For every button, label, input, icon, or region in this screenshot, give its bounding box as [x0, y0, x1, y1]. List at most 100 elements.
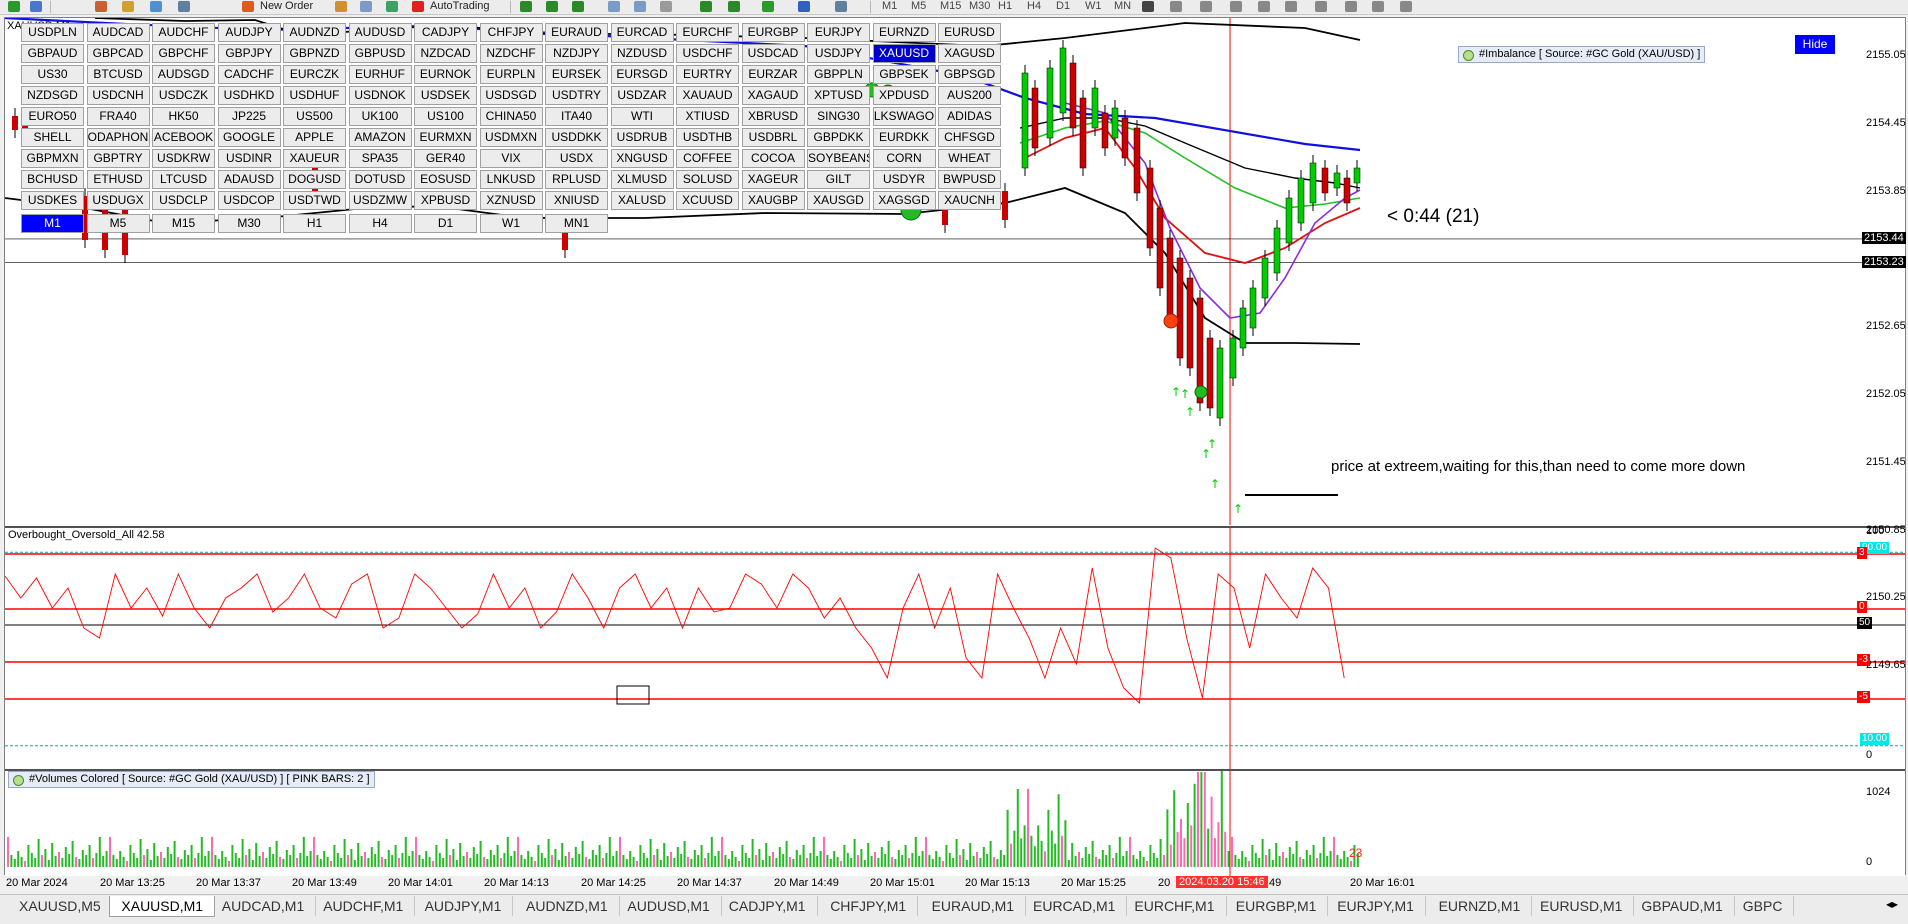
symbol-button-xageur[interactable]: XAGEUR: [741, 170, 805, 189]
symbol-button-xlmusd[interactable]: XLMUSD: [610, 170, 674, 189]
label-tool-icon[interactable]: [1372, 1, 1384, 12]
market-watch-icon[interactable]: [95, 1, 107, 12]
timeframe-button-m15[interactable]: M15: [152, 214, 215, 233]
symbol-button-gbpsek[interactable]: GBPSEK: [872, 65, 936, 84]
symbol-button-gbpaud[interactable]: GBPAUD: [21, 44, 84, 63]
symbol-button-eurnzd[interactable]: EURNZD: [872, 23, 936, 42]
symbol-button-eosusd[interactable]: EOSUSD: [414, 170, 477, 189]
symbol-button-gbpsgd[interactable]: GBPSGD: [938, 65, 1001, 84]
symbol-button-usdsek[interactable]: USDSEK: [414, 86, 477, 105]
symbol-button-bwpusd[interactable]: BWPUSD: [938, 170, 1001, 189]
chart-tab-xauusd-m1[interactable]: XAUUSD,M1: [109, 896, 216, 917]
symbol-button-apple[interactable]: APPLE: [283, 128, 346, 147]
chart-annotation-text[interactable]: price at extreem,waiting for this,than n…: [1331, 458, 1746, 475]
symbol-button-usddkk[interactable]: USDDKK: [545, 128, 608, 147]
navigator-icon[interactable]: [122, 1, 134, 12]
toolbar-timeframe-m30[interactable]: M30: [969, 0, 991, 12]
symbol-button-rplusd[interactable]: RPLUSD: [545, 170, 608, 189]
symbol-button-ger40[interactable]: GER40: [414, 149, 477, 168]
autotrading-button[interactable]: AutoTrading: [430, 0, 490, 12]
symbol-button-nzdchf[interactable]: NZDCHF: [479, 44, 543, 63]
symbol-button-eurgbp[interactable]: EURGBP: [741, 23, 805, 42]
symbol-button-usdbrl[interactable]: USDBRL: [741, 128, 805, 147]
symbol-button-xbrusd[interactable]: XBRUSD: [741, 107, 805, 126]
symbol-button-eurdkk[interactable]: EURDKK: [872, 128, 936, 147]
symbol-button-euraud[interactable]: EURAUD: [545, 23, 608, 42]
timeframe-button-m1[interactable]: M1: [21, 214, 84, 233]
symbol-button-dotusd[interactable]: DOTUSD: [348, 170, 412, 189]
cloud-icon[interactable]: [360, 1, 372, 12]
autotrading-icon[interactable]: [412, 1, 424, 12]
symbol-button-adausd[interactable]: ADAUSD: [217, 170, 281, 189]
symbol-button-eurzar[interactable]: EURZAR: [741, 65, 805, 84]
symbol-button-usdtwd[interactable]: USDTWD: [283, 191, 346, 210]
symbol-button-xagaud[interactable]: XAGAUD: [741, 86, 805, 105]
timeframe-button-w1[interactable]: W1: [479, 214, 543, 233]
symbol-button-us100[interactable]: US100: [414, 107, 477, 126]
chart-tab-euraud-m1[interactable]: EURAUD,M1: [921, 896, 1027, 916]
symbol-button-nzdsgd[interactable]: NZDSGD: [21, 86, 84, 105]
symbol-button-eurchf[interactable]: EURCHF: [676, 23, 739, 42]
symbol-button-chfsgd[interactable]: CHFSGD: [938, 128, 1001, 147]
symbol-button-usdzmw[interactable]: USDZMW: [348, 191, 412, 210]
timeframe-button-d1[interactable]: D1: [414, 214, 477, 233]
symbol-button-usdjpy[interactable]: USDJPY: [807, 44, 870, 63]
tile-windows-icon[interactable]: [660, 1, 672, 12]
toolbar-timeframe-d1[interactable]: D1: [1056, 0, 1071, 12]
fibonacci-icon[interactable]: [1315, 1, 1327, 12]
symbol-button-usdzar[interactable]: USDZAR: [610, 86, 674, 105]
timeframe-button-m30[interactable]: M30: [217, 214, 281, 233]
channel-icon[interactable]: [1285, 1, 1297, 12]
crosshair-icon[interactable]: [1170, 1, 1182, 12]
chart-tab-audnzd-m1[interactable]: AUDNZD,M1: [515, 896, 620, 916]
symbol-button-xauaud[interactable]: XAUAUD: [676, 86, 739, 105]
chart-tab-chfjpy-m1[interactable]: CHFJPY,M1: [819, 896, 919, 916]
new-order-icon[interactable]: [242, 1, 254, 12]
symbol-button-eurnok[interactable]: EURNOK: [414, 65, 477, 84]
imbalance-indicator-label[interactable]: #Imbalance [ Source: #GC Gold (XAU/USD) …: [1458, 46, 1706, 63]
symbol-button-gbpcad[interactable]: GBPCAD: [86, 44, 150, 63]
symbol-button-ita40[interactable]: ITA40: [545, 107, 608, 126]
chart-tab-eurusd-m1[interactable]: EURUSD,M1: [1529, 896, 1635, 916]
symbol-button-shell[interactable]: SHELL: [21, 128, 84, 147]
symbol-button-solusd[interactable]: SOLUSD: [676, 170, 739, 189]
symbol-button-xaucnh[interactable]: XAUCNH: [938, 191, 1001, 210]
chart-tab-xauusd-m5[interactable]: XAUUSD,M5: [8, 896, 113, 916]
symbol-button-xauusd[interactable]: XAUUSD: [872, 44, 936, 63]
symbol-button-gbpusd[interactable]: GBPUSD: [348, 44, 412, 63]
symbol-button-eursgd[interactable]: EURSGD: [610, 65, 674, 84]
chart-tab-eurnzd-m1[interactable]: EURNZD,M1: [1428, 896, 1533, 916]
symbol-button-dogusd[interactable]: DOGUSD: [283, 170, 346, 189]
symbol-button-audsgd[interactable]: AUDSGD: [152, 65, 215, 84]
symbol-button-euro50[interactable]: EURO50: [21, 107, 84, 126]
autoscroll-icon[interactable]: [728, 1, 740, 12]
data-window-icon[interactable]: [150, 1, 162, 12]
new-order-button[interactable]: New Order: [260, 0, 314, 12]
symbol-button-chfjpy[interactable]: CHFJPY: [479, 23, 543, 42]
symbol-button-cadjpy[interactable]: CADJPY: [414, 23, 477, 42]
symbol-button-nzdcad[interactable]: NZDCAD: [414, 44, 477, 63]
symbol-button-xptusd[interactable]: XPTUSD: [807, 86, 870, 105]
symbol-button-usdkes[interactable]: USDKES: [21, 191, 84, 210]
toolbar-timeframe-h1[interactable]: H1: [998, 0, 1013, 12]
chart-tab-eurcad-m1[interactable]: EURCAD,M1: [1022, 896, 1128, 916]
bar-chart-icon[interactable]: [520, 1, 532, 12]
symbol-button-audcad[interactable]: AUDCAD: [86, 23, 150, 42]
symbol-button-audjpy[interactable]: AUDJPY: [217, 23, 281, 42]
timeframe-button-h1[interactable]: H1: [283, 214, 346, 233]
chart-tab-cadjpy-m1[interactable]: CADJPY,M1: [718, 896, 818, 916]
symbol-button-usdyr[interactable]: USDYR: [872, 170, 936, 189]
symbol-button-xaueur[interactable]: XAUEUR: [283, 149, 346, 168]
toolbar-timeframe-h4[interactable]: H4: [1027, 0, 1042, 12]
symbol-button-xpdusd[interactable]: XPDUSD: [872, 86, 936, 105]
chart-tab-gbpaud-m1[interactable]: GBPAUD,M1: [1630, 896, 1735, 916]
symbol-button-eurjpy[interactable]: EURJPY: [807, 23, 870, 42]
symbol-button-xniusd[interactable]: XNIUSD: [545, 191, 608, 210]
symbol-button-usdkrw[interactable]: USDKRW: [152, 149, 215, 168]
symbol-button-xpbusd[interactable]: XPBUSD: [414, 191, 477, 210]
symbol-button-usdthb[interactable]: USDTHB: [676, 128, 739, 147]
symbol-button-eurmxn[interactable]: EURMXN: [414, 128, 477, 147]
symbol-button-usdczk[interactable]: USDCZK: [152, 86, 215, 105]
tab-scroll-arrows-icon[interactable]: ◂▸: [1886, 897, 1899, 911]
chart-tab-audjpy-m1[interactable]: AUDJPY,M1: [414, 896, 514, 916]
